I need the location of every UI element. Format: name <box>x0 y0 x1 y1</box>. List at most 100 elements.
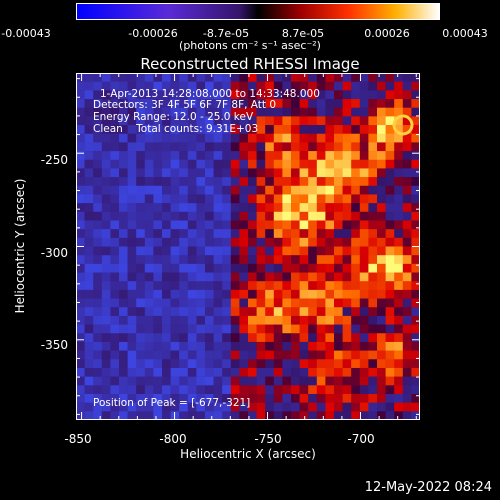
heatmap-cell <box>351 263 361 273</box>
heatmap-cell <box>187 350 197 360</box>
heatmap-cell <box>153 411 163 420</box>
heatmap-cell <box>248 350 257 360</box>
heatmap-cell <box>377 402 386 412</box>
heatmap-cell <box>299 315 309 325</box>
heatmap-cell <box>325 272 335 282</box>
heatmap-cell <box>342 272 352 282</box>
heatmap-cell <box>213 99 223 109</box>
heatmap-cell <box>282 376 292 386</box>
heatmap-cell <box>222 229 232 239</box>
heatmap-cell <box>84 185 94 195</box>
heatmap-cell <box>84 272 94 282</box>
heatmap-cell <box>325 168 335 178</box>
y-axis-label: Heliocentric Y (arcsec) <box>13 178 27 314</box>
heatmap-cell <box>402 81 412 91</box>
heatmap-cell <box>359 402 369 412</box>
heatmap-cell <box>248 185 257 195</box>
heatmap-cell <box>153 315 163 325</box>
heatmap-cell <box>291 281 300 291</box>
heatmap-cell <box>84 281 94 291</box>
heatmap-cell <box>385 125 395 135</box>
heatmap-cell <box>265 315 275 325</box>
heatmap-cell <box>368 220 378 230</box>
heatmap-cell <box>222 341 232 351</box>
heatmap-cell <box>334 272 343 282</box>
heatmap-cell <box>377 385 386 395</box>
heatmap-cell <box>282 281 292 291</box>
heatmap-cell <box>119 177 128 187</box>
heatmap-cell <box>205 333 214 343</box>
heatmap-cell <box>76 90 85 100</box>
heatmap-cell <box>351 116 361 126</box>
heatmap-cell <box>119 73 128 82</box>
heatmap-cell <box>162 159 171 169</box>
heatmap-cell <box>93 116 103 126</box>
heatmap-cell <box>101 341 111 351</box>
heatmap-cell <box>110 194 120 204</box>
heatmap-cell <box>316 411 326 420</box>
heatmap-cell <box>308 350 318 360</box>
heatmap-cell <box>162 289 171 299</box>
heatmap-cell <box>299 367 309 377</box>
heatmap-cell <box>213 359 223 369</box>
heatmap-cell <box>222 168 232 178</box>
heatmap-cell <box>84 402 94 412</box>
heatmap-cell <box>377 229 386 239</box>
heatmap-cell <box>316 263 326 273</box>
heatmap-cell <box>402 359 412 369</box>
heatmap-cell <box>127 203 137 213</box>
heatmap-cell <box>377 211 386 221</box>
heatmap-cell <box>273 272 283 282</box>
heatmap-cell <box>368 272 378 282</box>
heatmap-cell <box>170 246 180 256</box>
heatmap-cell <box>299 350 309 360</box>
heatmap-cell <box>394 333 404 343</box>
heatmap-cell <box>377 99 386 109</box>
heatmap-cell <box>291 272 300 282</box>
heatmap-cell <box>136 367 146 377</box>
heatmap-cell <box>282 185 292 195</box>
heatmap-cell <box>101 116 111 126</box>
heatmap-cell <box>162 272 171 282</box>
heatmap-cell <box>76 315 85 325</box>
heatmap-cell <box>170 159 180 169</box>
heatmap-cell <box>93 272 103 282</box>
heatmap-cell <box>334 298 343 308</box>
heatmap-cell <box>359 81 369 91</box>
heatmap-cell <box>213 194 223 204</box>
heatmap-cell <box>205 237 214 247</box>
heatmap-cell <box>196 194 206 204</box>
heatmap-cell <box>256 315 266 325</box>
heatmap-cell <box>144 159 154 169</box>
heatmap-cell <box>230 385 240 395</box>
heatmap-cell <box>282 289 292 299</box>
heatmap-cell <box>187 359 197 369</box>
heatmap-cell <box>248 177 257 187</box>
heatmap-cell <box>377 237 386 247</box>
heatmap-cell <box>230 159 240 169</box>
heatmap-cell <box>196 307 206 317</box>
heatmap-cell <box>205 367 214 377</box>
heatmap-cell <box>153 402 163 412</box>
heatmap-cell <box>230 194 240 204</box>
heatmap-cell <box>282 298 292 308</box>
heatmap-cell <box>282 159 292 169</box>
heatmap-cell <box>136 289 146 299</box>
annotation-counts: Clean Total counts: 9.31E+03 <box>93 123 259 135</box>
heatmap-cell <box>411 289 420 299</box>
heatmap-cell <box>110 385 120 395</box>
heatmap-cell <box>402 116 412 126</box>
colorbar <box>76 3 440 20</box>
heatmap-cell <box>119 402 128 412</box>
heatmap-cell <box>325 393 335 403</box>
heatmap-cell <box>222 315 232 325</box>
heatmap-cell <box>230 393 240 403</box>
heatmap-cell <box>179 81 189 91</box>
heatmap-cell <box>299 333 309 343</box>
heatmap-cell <box>230 142 240 152</box>
heatmap-cell <box>93 99 103 109</box>
heatmap-cell <box>351 151 361 161</box>
heatmap-cell <box>144 359 154 369</box>
heatmap-cell <box>351 341 361 351</box>
heatmap-cell <box>170 177 180 187</box>
